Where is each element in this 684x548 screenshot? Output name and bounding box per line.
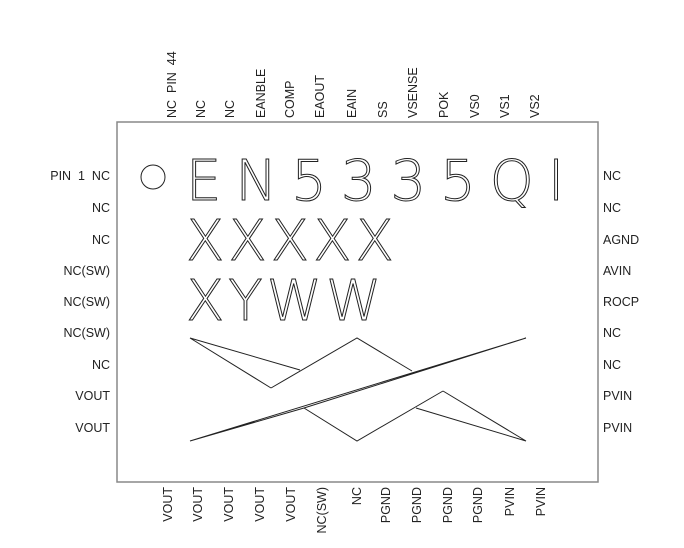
pin-label-right: NC — [603, 358, 621, 372]
pin-label-bottom: NC — [350, 487, 364, 505]
pin-label-left: NC — [92, 201, 110, 215]
left-pins: PIN 1 NC NC NC NC(SW) NC(SW) NC(SW) NC VOUT VOUT — [50, 169, 110, 435]
logo-diamond-bottom — [303, 390, 444, 442]
pin-label-top: SS — [376, 101, 390, 118]
pin-label-left: PIN 1 NC — [50, 169, 110, 183]
pin-label-top: VS0 — [468, 94, 482, 118]
pin-label-top: VS2 — [528, 94, 542, 118]
pin-label-bottom: PGND — [379, 487, 393, 523]
pin-label-bottom: VOUT — [284, 487, 298, 522]
pin-label-bottom: PGND — [410, 487, 424, 523]
pin-label-left: NC(SW) — [63, 295, 110, 309]
pin-label-right: PVIN — [603, 421, 632, 435]
pin-label-bottom: PVIN — [503, 487, 517, 516]
logo-sliver — [189, 337, 527, 442]
pin-label-top: EAIN — [345, 89, 359, 118]
pin-label-bottom: PVIN — [534, 487, 548, 516]
pin-label-bottom: VOUT — [161, 487, 175, 522]
top-pins: NC PIN 44 NC NC EANBLE COMP EAOUT EAIN SS VSENSE… — [165, 51, 542, 118]
pin-label-top: NC PIN 44 — [165, 51, 179, 118]
pin-label-top: EAOUT — [313, 75, 327, 118]
pin-label-bottom: VOUT — [191, 487, 205, 522]
pin-label-right: AVIN — [603, 264, 631, 278]
pin-label-right: NC — [603, 201, 621, 215]
pin-label-left: NC(SW) — [63, 326, 110, 340]
pin-label-left: NC(SW) — [63, 264, 110, 278]
marking-part-number: EN5335QI — [186, 149, 578, 214]
pin-label-right: AGND — [603, 233, 639, 247]
pin-label-top: NC — [223, 100, 237, 118]
pin-label-bottom: VOUT — [253, 487, 267, 522]
pin-label-bottom: NC(SW) — [315, 487, 329, 534]
pin-label-right: NC — [603, 326, 621, 340]
logo-left-wedge — [189, 337, 301, 389]
package-outline — [116, 121, 599, 483]
pin-label-bottom: PGND — [471, 487, 485, 523]
pin-label-top: POK — [437, 91, 451, 118]
pin-label-right: PVIN — [603, 389, 632, 403]
pin-label-left: NC — [92, 233, 110, 247]
pin-label-right: ROCP — [603, 295, 639, 309]
pin-label-bottom: VOUT — [222, 487, 236, 522]
pin-label-left: NC — [92, 358, 110, 372]
right-pins: NC NC AGND AVIN ROCP NC NC PVIN PVIN — [603, 169, 639, 435]
pin-label-top: VSENSE — [406, 67, 420, 118]
pin-label-bottom: PGND — [441, 487, 455, 523]
pin-label-top: NC — [194, 100, 208, 118]
logo-right-wedge — [415, 390, 527, 442]
company-logo — [189, 337, 527, 442]
pin-label-top: EANBLE — [254, 69, 268, 118]
pin-label-left: VOUT — [75, 421, 110, 435]
pin1-indicator-icon — [140, 164, 166, 190]
logo-diamond-top — [270, 337, 413, 389]
marking-date-code: XYWW — [186, 269, 385, 334]
pin-label-top: COMP — [283, 81, 297, 119]
pin-label-left: VOUT — [75, 389, 110, 403]
pin-label-top: VS1 — [498, 94, 512, 118]
marking-lot-code: XXXXX — [186, 209, 398, 274]
bottom-pins: VOUT VOUT VOUT VOUT VOUT NC(SW) NC PGND PGND PGND… — [161, 487, 548, 534]
pin-label-right: NC — [603, 169, 621, 183]
